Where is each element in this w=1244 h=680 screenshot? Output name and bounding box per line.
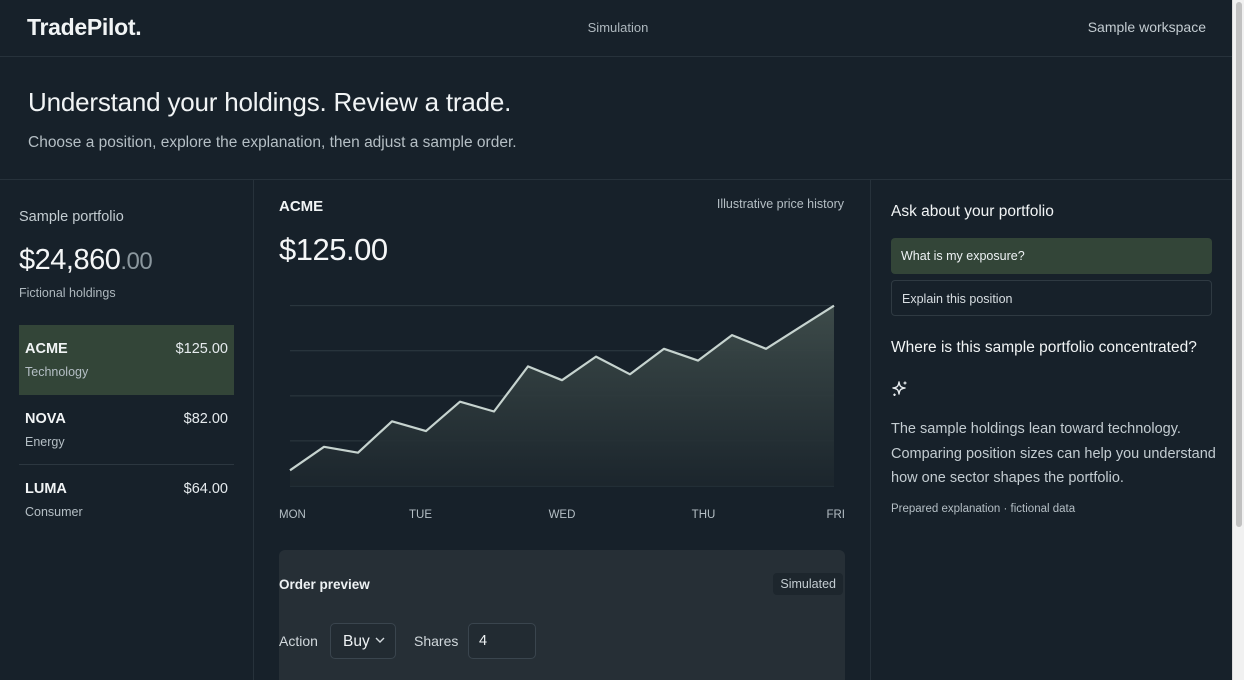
assistant-title: Ask about your portfolio	[891, 203, 1054, 220]
app-logo[interactable]: TradePilot.	[27, 14, 142, 40]
answer-question: Where is this sample portfolio concentra…	[891, 339, 1197, 356]
action-select[interactable]: Buy	[330, 623, 396, 659]
holding-price: $125.00	[175, 341, 228, 357]
assistant-panel: Ask about your portfolio What is my expo…	[871, 180, 1232, 680]
shares-input[interactable]	[468, 623, 536, 659]
portfolio-value: $24,860.00	[19, 244, 153, 277]
portfolio-label: Sample portfolio	[19, 209, 124, 225]
answer-footnote: Prepared explanation · fictional data	[891, 503, 1076, 515]
price-chart: MON TUE WED THU FRI	[279, 304, 845, 521]
hero-section: Understand your holdings. Review a trade…	[0, 57, 1232, 180]
holding-ticker: NOVA	[25, 411, 66, 427]
holding-ticker: LUMA	[25, 481, 67, 497]
suggestion-explain[interactable]: Explain this position	[891, 280, 1212, 316]
page-title: Understand your holdings. Review a trade…	[28, 87, 512, 117]
holding-sector: Technology	[25, 365, 89, 379]
portfolio-value-main: $24,860	[19, 244, 121, 276]
action-value: Buy	[343, 633, 370, 650]
shares-label: Shares	[414, 633, 459, 649]
x-tick-label: TUE	[409, 509, 432, 521]
chart-note: Illustrative price history	[716, 197, 844, 211]
portfolio-sublabel: Fictional holdings	[19, 286, 116, 300]
holding-price: $82.00	[183, 411, 228, 427]
holding-sector: Energy	[25, 435, 65, 449]
answer-text: The sample holdings lean toward technolo…	[891, 421, 1216, 486]
top-bar: TradePilot. Simulation Sample workspace	[0, 0, 1232, 57]
chart-price: $125.00	[279, 232, 388, 267]
holding-price: $64.00	[183, 481, 228, 497]
price-area	[290, 305, 834, 486]
portfolio-value-cents: .00	[120, 248, 153, 275]
suggestion-exposure[interactable]: What is my exposure?	[891, 238, 1212, 274]
x-tick-label: MON	[279, 509, 306, 521]
nav-workspace[interactable]: Sample workspace	[1087, 19, 1206, 35]
holding-nova[interactable]: NOVA Energy $82.00	[19, 395, 234, 465]
chart-panel: ACME Illustrative price history $125.00 …	[254, 180, 871, 680]
action-label: Action	[279, 633, 318, 649]
order-preview: Order preview Simulated Action Buy Share…	[279, 550, 845, 680]
holding-sector: Consumer	[25, 505, 83, 519]
page-subtitle: Choose a position, explore the explanati…	[28, 134, 517, 151]
x-tick-label: FRI	[826, 509, 845, 521]
page-scrollbar[interactable]	[1232, 0, 1244, 680]
holding-acme[interactable]: ACME Technology $125.00	[19, 325, 234, 395]
nav-simulation[interactable]: Simulation	[587, 20, 649, 35]
x-tick-label: WED	[549, 509, 576, 521]
holding-luma[interactable]: LUMA Consumer $64.00	[19, 465, 234, 535]
price-line	[289, 304, 835, 472]
scrollbar-thumb[interactable]	[1236, 2, 1242, 527]
order-title: Order preview	[279, 577, 370, 592]
portfolio-panel: Sample portfolio $24,860.00 Fictional ho…	[0, 180, 254, 680]
sparkle-icon	[892, 381, 907, 396]
chart-ticker: ACME	[279, 198, 324, 215]
x-tick-label: THU	[692, 509, 716, 521]
chevron-down-icon	[375, 637, 385, 643]
simulated-badge: Simulated	[773, 573, 843, 595]
holding-ticker: ACME	[25, 341, 68, 357]
